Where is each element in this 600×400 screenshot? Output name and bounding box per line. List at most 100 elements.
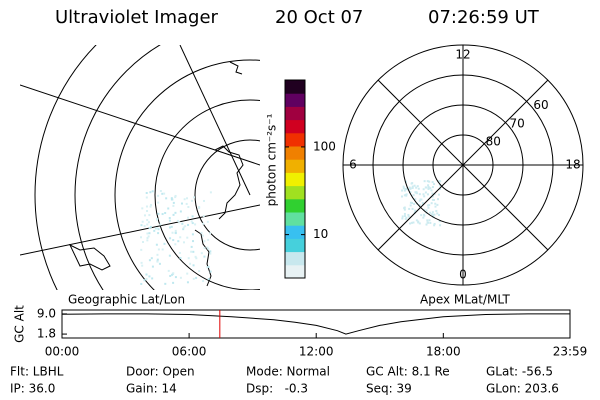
info-field: IP: 36.0 bbox=[10, 382, 55, 396]
aurora-speck bbox=[146, 209, 149, 212]
aurora-speck bbox=[433, 213, 436, 216]
aurora-speck bbox=[433, 193, 436, 196]
x-tick-label: 06:00 bbox=[172, 345, 207, 359]
aurora-speck bbox=[401, 189, 404, 192]
y-tick-label: 9.0 bbox=[37, 306, 56, 320]
aurora-speck bbox=[436, 198, 439, 201]
aurora-speck bbox=[143, 279, 146, 282]
aurora-speck bbox=[168, 254, 171, 257]
altitude-plot: 9.0 1.8 00:00 06:00 12:00 18:00 23:59 bbox=[37, 306, 587, 358]
aurora-speck bbox=[423, 180, 426, 183]
mlt-spoke bbox=[377, 79, 549, 251]
aurora-speck bbox=[423, 213, 426, 216]
aurora-speck bbox=[194, 223, 197, 226]
aurora-speck bbox=[194, 255, 197, 258]
aurora-speck bbox=[141, 264, 144, 267]
aurora-speck bbox=[186, 236, 189, 239]
aurora-speck bbox=[187, 206, 190, 209]
aurora-speck bbox=[413, 202, 416, 205]
aurora-speck bbox=[435, 209, 438, 212]
aurora-speck bbox=[167, 207, 170, 210]
aurora-speck bbox=[172, 213, 175, 216]
colorbar-frame bbox=[284, 79, 306, 279]
aurora-speck bbox=[156, 260, 159, 263]
colorbar-cell bbox=[285, 251, 305, 266]
lat-ring bbox=[432, 134, 494, 196]
aurora-speck bbox=[425, 209, 428, 212]
aurora-speck bbox=[174, 196, 177, 199]
aurora-speck bbox=[401, 215, 404, 218]
aurora-speck bbox=[437, 180, 440, 183]
aurora-speck bbox=[148, 214, 151, 217]
aurora-speck bbox=[172, 281, 175, 284]
aurora-speck bbox=[403, 207, 406, 210]
aurora-speck bbox=[400, 195, 403, 198]
aurora-speck bbox=[161, 192, 164, 195]
info-field: GC Alt: 8.1 Re bbox=[366, 365, 450, 379]
aurora-speck bbox=[146, 232, 149, 235]
aurora-speck bbox=[404, 188, 407, 191]
colorbar-cell bbox=[285, 132, 305, 147]
aurora-speck bbox=[187, 223, 190, 226]
aurora-speck bbox=[190, 199, 193, 202]
aurora-speck bbox=[411, 185, 414, 188]
aurora-speck bbox=[198, 206, 201, 209]
aurora-speck bbox=[182, 228, 185, 231]
colorbar-cell bbox=[285, 212, 305, 226]
aurora-speck bbox=[434, 202, 437, 205]
aurora-speck bbox=[195, 276, 198, 279]
aurora-speck bbox=[209, 252, 212, 255]
aurora-speck bbox=[203, 246, 206, 249]
aurora-speck bbox=[416, 185, 419, 188]
aurora-speck bbox=[203, 240, 206, 243]
mlt-label: 0 bbox=[459, 268, 467, 282]
aurora-speck bbox=[407, 215, 410, 218]
aurora-speck bbox=[191, 215, 194, 218]
aurora-speck bbox=[404, 218, 407, 221]
aurora-speck bbox=[165, 197, 168, 200]
colorbar-cell bbox=[285, 238, 305, 253]
aurora-speck bbox=[174, 276, 177, 279]
aurora-speck bbox=[174, 211, 177, 214]
aurora-speck bbox=[203, 255, 206, 258]
aurora-speck bbox=[426, 219, 429, 222]
aurora-speck bbox=[171, 231, 174, 234]
aurora-speck bbox=[186, 197, 189, 200]
aurora-speck bbox=[207, 238, 210, 241]
aurora-speck bbox=[209, 270, 212, 273]
aurora-speck bbox=[155, 243, 158, 246]
aurora-speck bbox=[407, 213, 410, 216]
aurora-speck bbox=[419, 198, 422, 201]
aurora-speck bbox=[418, 199, 421, 202]
aurora-speck bbox=[156, 253, 159, 256]
aurora-speck bbox=[183, 198, 186, 201]
aurora-speck bbox=[184, 225, 187, 228]
aurora-speck bbox=[424, 186, 427, 189]
aurora-speck bbox=[438, 214, 441, 217]
aurora-speck bbox=[168, 219, 171, 222]
aurora-speck bbox=[424, 191, 427, 194]
aurora-speck bbox=[429, 221, 432, 224]
aurora-speck bbox=[427, 187, 430, 190]
aurora-speck bbox=[434, 205, 437, 208]
aurora-speck bbox=[179, 276, 182, 279]
aurora-speck bbox=[171, 273, 174, 276]
aurora-speck bbox=[409, 204, 412, 207]
aurora-speck bbox=[430, 213, 433, 216]
colorbar-cell bbox=[285, 93, 305, 107]
aurora-speck bbox=[187, 257, 190, 260]
aurora-speck bbox=[159, 223, 162, 226]
aurora-speck bbox=[149, 225, 152, 228]
aurora-speck bbox=[411, 182, 414, 185]
aurora-speck bbox=[157, 232, 160, 235]
aurora-speck bbox=[195, 257, 198, 260]
aurora-speck bbox=[418, 222, 421, 225]
aurora-speck bbox=[186, 272, 189, 275]
aurora-speck bbox=[169, 237, 172, 240]
colorbar-tick-label: 10 bbox=[313, 227, 328, 241]
aurora-speck bbox=[151, 277, 154, 280]
aurora-speck bbox=[179, 257, 182, 260]
aurora-speck bbox=[149, 191, 152, 194]
aurora-speck bbox=[403, 212, 406, 215]
